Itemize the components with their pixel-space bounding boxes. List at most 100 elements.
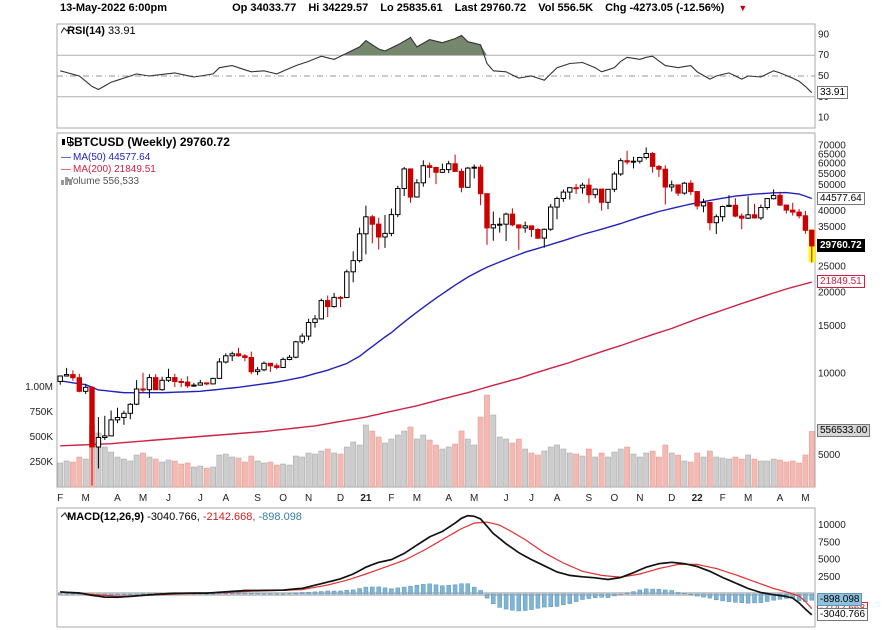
svg-text:10: 10 <box>818 113 830 124</box>
svg-text:J: J <box>504 493 509 504</box>
svg-text:N: N <box>636 493 643 504</box>
candles <box>57 147 815 486</box>
svg-text:A: A <box>114 493 121 504</box>
svg-text:J: J <box>529 493 534 504</box>
svg-text:J: J <box>198 493 203 504</box>
svg-text:O: O <box>279 493 287 504</box>
rsi-plot: 9070503010 <box>57 29 830 124</box>
svg-text:J: J <box>166 493 171 504</box>
quote-datetime: 13-May-2022 6:00pm <box>60 2 168 14</box>
macd-label: MACD(12,26,9) <box>67 511 145 523</box>
svg-text:70: 70 <box>818 50 830 61</box>
time-axis: F M A M J J A S O N D 21 F M A M J J A S O N D 22 F M A M <box>57 493 809 504</box>
svg-text:D: D <box>668 493 675 504</box>
svg-text:90: 90 <box>818 29 830 40</box>
svg-text:10000: 10000 <box>818 520 846 531</box>
svg-text:10000: 10000 <box>818 369 846 380</box>
svg-text:A: A <box>777 493 784 504</box>
svg-text:1.00M: 1.00M <box>25 382 53 393</box>
svg-text:25000: 25000 <box>818 261 846 272</box>
svg-text:F: F <box>57 493 63 504</box>
svg-text:250K: 250K <box>30 457 54 468</box>
rsi-title: RSI(14) 33.91 <box>61 25 136 37</box>
macd-line <box>60 514 813 616</box>
symbol-title: $BTCUSD (Weekly) 29760.72 <box>61 136 230 148</box>
svg-text:70000: 70000 <box>818 141 846 152</box>
macd-panel-border <box>56 507 816 628</box>
svg-text:A: A <box>445 493 452 504</box>
macd-histogram <box>57 583 815 612</box>
svg-text:20000: 20000 <box>818 287 846 298</box>
svg-text:D: D <box>337 493 344 504</box>
svg-text:55000: 55000 <box>818 169 846 180</box>
svg-text:5000: 5000 <box>818 555 841 566</box>
rsi-label: RSI(14) <box>67 25 105 37</box>
svg-text:N: N <box>305 493 312 504</box>
quote-last: Last 29760.72 <box>454 2 527 14</box>
svg-text:M: M <box>744 493 752 504</box>
rsi-overbought-area <box>60 35 812 56</box>
svg-text:M: M <box>413 493 421 504</box>
rsi-value: 33.91 <box>108 25 136 37</box>
ma200-line <box>60 281 812 447</box>
macd-value: -3040.766, <box>147 511 200 523</box>
svg-text:750K: 750K <box>30 407 54 418</box>
legend-volume: Volume 556,533 <box>61 176 139 188</box>
svg-text:50000: 50000 <box>818 180 846 191</box>
macd-title: MACD(12,26,9) -3040.766, -2142.668, -898… <box>61 511 302 523</box>
rsi-last-badge: 33.91 <box>817 86 849 99</box>
change-down-icon: ▼ <box>738 3 748 13</box>
macd-hist-badge: -898.098 <box>817 593 863 606</box>
svg-text:21: 21 <box>360 493 372 504</box>
quote-change: Chg -4273.05 (-12.56%) <box>605 2 725 14</box>
legend-ma200: — MA(200) 21849.51 <box>61 164 156 176</box>
ma50-line <box>60 191 813 394</box>
svg-text:M: M <box>470 493 478 504</box>
svg-text:A: A <box>222 493 229 504</box>
svg-text:M: M <box>81 493 89 504</box>
svg-text:40000: 40000 <box>818 206 846 217</box>
quote-low: Lo 25835.61 <box>380 2 443 14</box>
svg-text:60000: 60000 <box>818 159 846 170</box>
svg-text:5000: 5000 <box>818 450 841 461</box>
svg-text:65000: 65000 <box>818 149 846 160</box>
svg-text:15000: 15000 <box>818 321 846 332</box>
quote-high: Hi 34229.57 <box>308 2 369 14</box>
quote-open: Op 34033.77 <box>232 2 297 14</box>
ma200-badge: 21849.51 <box>817 275 865 288</box>
svg-text:S: S <box>254 493 261 504</box>
macd-line-badge: -3040.766 <box>817 608 869 621</box>
volume-badge: 556533.00 <box>817 424 871 437</box>
svg-text:22: 22 <box>692 493 704 504</box>
svg-text:M: M <box>801 493 809 504</box>
svg-text:F: F <box>388 493 394 504</box>
volume-label: Volume 556,533 <box>66 176 140 187</box>
svg-text:A: A <box>554 493 561 504</box>
main-panel-border <box>56 132 816 488</box>
ma200-label: MA(200) 21849.51 <box>73 164 156 175</box>
ma50-label: MA(50) 44577.64 <box>73 152 151 163</box>
svg-text:35000: 35000 <box>818 222 846 233</box>
symbol-title-text: $BTCUSD (Weekly) 29760.72 <box>67 135 230 149</box>
legend-ma50: — MA(50) 44577.64 <box>61 152 150 164</box>
svg-text:O: O <box>610 493 618 504</box>
svg-text:S: S <box>586 493 593 504</box>
quote-volume: Vol 556.5K <box>538 2 594 14</box>
macd-hist-value: -898.098 <box>258 511 302 523</box>
ma200-swatch: — <box>61 164 71 175</box>
macd-signal-value: -2142.668, <box>202 511 256 523</box>
svg-text:500K: 500K <box>30 432 54 443</box>
ma50-swatch: — <box>61 152 71 163</box>
rsi-line <box>60 34 813 94</box>
svg-text:F: F <box>720 493 726 504</box>
ma50-badge: 44577.64 <box>817 192 865 205</box>
svg-text:M: M <box>139 493 147 504</box>
svg-text:7500: 7500 <box>818 537 841 548</box>
volume-bars: 1.00M 750K 500K 250K <box>25 382 815 488</box>
svg-text:50: 50 <box>818 71 830 82</box>
svg-text:2500: 2500 <box>818 572 841 583</box>
quote-header: 13-May-2022 6:00pm Op 34033.77 Hi 34229.57… <box>60 2 875 14</box>
last-price-badge: 29760.72 <box>817 239 865 252</box>
